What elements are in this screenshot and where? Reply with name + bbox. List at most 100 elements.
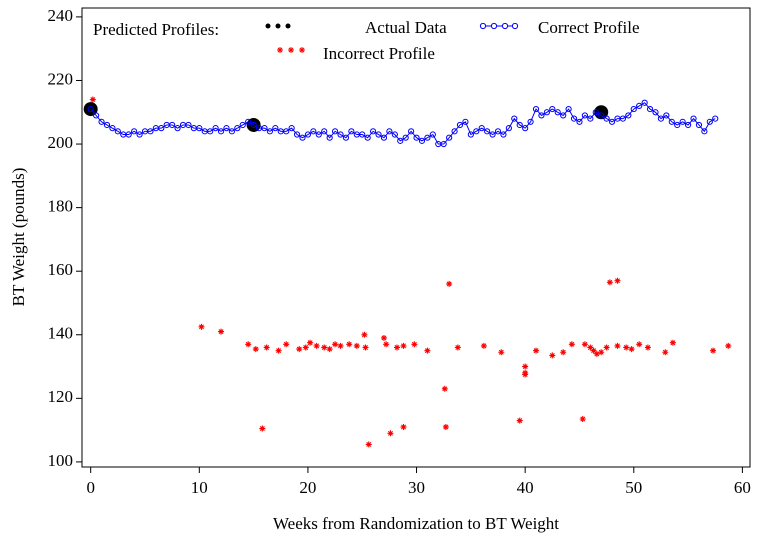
correct-point: [527, 118, 534, 125]
correct-point: [679, 118, 686, 125]
correct-point: [103, 121, 111, 129]
correct-point: [570, 115, 578, 122]
correct-point: [543, 109, 550, 116]
correct-point: [674, 121, 681, 129]
incorrect-point: [628, 346, 635, 353]
incorrect-point: [275, 347, 282, 354]
correct-point: [348, 128, 355, 135]
incorrect-point: [326, 346, 333, 353]
incorrect-point: [516, 417, 523, 424]
correct-point: [418, 137, 426, 144]
y-tick-label: 140: [48, 324, 74, 343]
correct-point: [424, 134, 431, 141]
legend-symbol: [285, 23, 291, 29]
incorrect-point: [89, 96, 96, 103]
correct-point: [359, 131, 366, 138]
correct-point: [473, 128, 480, 135]
correct-point: [272, 125, 279, 132]
incorrect-point: [383, 341, 390, 348]
correct-point: [402, 134, 409, 141]
correct-point: [608, 118, 616, 125]
correct-point: [228, 128, 235, 135]
legend-symbol: [511, 22, 519, 30]
actual-point: [594, 105, 609, 120]
correct-point: [217, 128, 225, 135]
incorrect-point: [346, 341, 353, 348]
y-tick-label: 220: [48, 69, 74, 88]
correct-point: [364, 134, 371, 141]
legend-symbol: [490, 22, 498, 30]
incorrect-point: [579, 416, 586, 423]
correct-point: [283, 128, 290, 135]
correct-point: [576, 118, 583, 125]
correct-point: [598, 112, 605, 119]
correct-point: [331, 128, 339, 135]
incorrect-point: [263, 344, 270, 351]
incorrect-point: [710, 347, 717, 354]
correct-point: [446, 134, 453, 141]
x-tick-label: 60: [734, 478, 751, 497]
incorrect-point: [636, 341, 643, 348]
x-axis-label: Weeks from Randomization to BT Weight: [273, 514, 559, 533]
incorrect-point: [252, 346, 259, 353]
correct-point: [663, 112, 670, 119]
correct-point: [690, 115, 697, 122]
correct-point: [109, 125, 116, 132]
incorrect-point: [393, 344, 400, 351]
correct-point: [288, 125, 295, 132]
incorrect-point: [362, 344, 369, 351]
correct-point: [245, 118, 252, 125]
incorrect-point: [380, 334, 387, 341]
correct-point: [429, 131, 436, 138]
correct-point: [652, 109, 659, 116]
correct-point: [587, 115, 594, 122]
correct-point: [636, 102, 643, 110]
incorrect-point: [725, 342, 732, 349]
y-tick-label: 200: [48, 133, 74, 152]
correct-point: [207, 128, 214, 135]
y-axis-label: BT Weight (pounds): [9, 168, 28, 307]
incorrect-point: [442, 423, 449, 430]
correct-point: [93, 112, 100, 119]
incorrect-point: [400, 423, 407, 430]
incorrect-point: [533, 347, 540, 354]
correct-point: [565, 105, 572, 113]
correct-point: [478, 125, 485, 132]
incorrect-point: [353, 342, 360, 349]
legend-title: Predicted Profiles:: [93, 20, 219, 39]
correct-point: [380, 134, 388, 141]
legend-symbol: [479, 22, 487, 30]
incorrect-point: [480, 342, 487, 349]
correct-point: [467, 131, 474, 138]
incorrect-point: [593, 350, 600, 357]
correct-point: [293, 131, 301, 138]
correct-point: [174, 125, 181, 132]
y-tick-label: 100: [48, 451, 74, 470]
legend-symbol: [277, 47, 283, 53]
correct-point: [630, 105, 637, 113]
incorrect-point: [623, 344, 630, 351]
correct-point: [684, 121, 692, 129]
correct-point: [712, 115, 719, 122]
correct-point: [234, 125, 241, 132]
correct-point: [169, 121, 176, 129]
correct-point: [321, 128, 328, 135]
correct-point: [375, 131, 382, 138]
correct-point: [310, 128, 317, 135]
correct-point: [326, 134, 333, 141]
correct-point: [413, 134, 420, 141]
correct-point: [494, 128, 502, 135]
incorrect-point: [302, 344, 309, 351]
incorrect-point: [424, 347, 431, 354]
correct-point: [397, 137, 404, 144]
correct-point: [337, 131, 344, 138]
correct-point: [261, 125, 268, 132]
incorrect-point: [603, 344, 610, 351]
correct-point: [592, 109, 599, 116]
correct-point: [299, 134, 306, 141]
incorrect-point: [321, 344, 328, 351]
x-tick-label: 50: [625, 478, 642, 497]
y-tick-label: 120: [48, 387, 74, 406]
legend-symbol: [275, 23, 281, 29]
incorrect-point: [662, 349, 669, 356]
